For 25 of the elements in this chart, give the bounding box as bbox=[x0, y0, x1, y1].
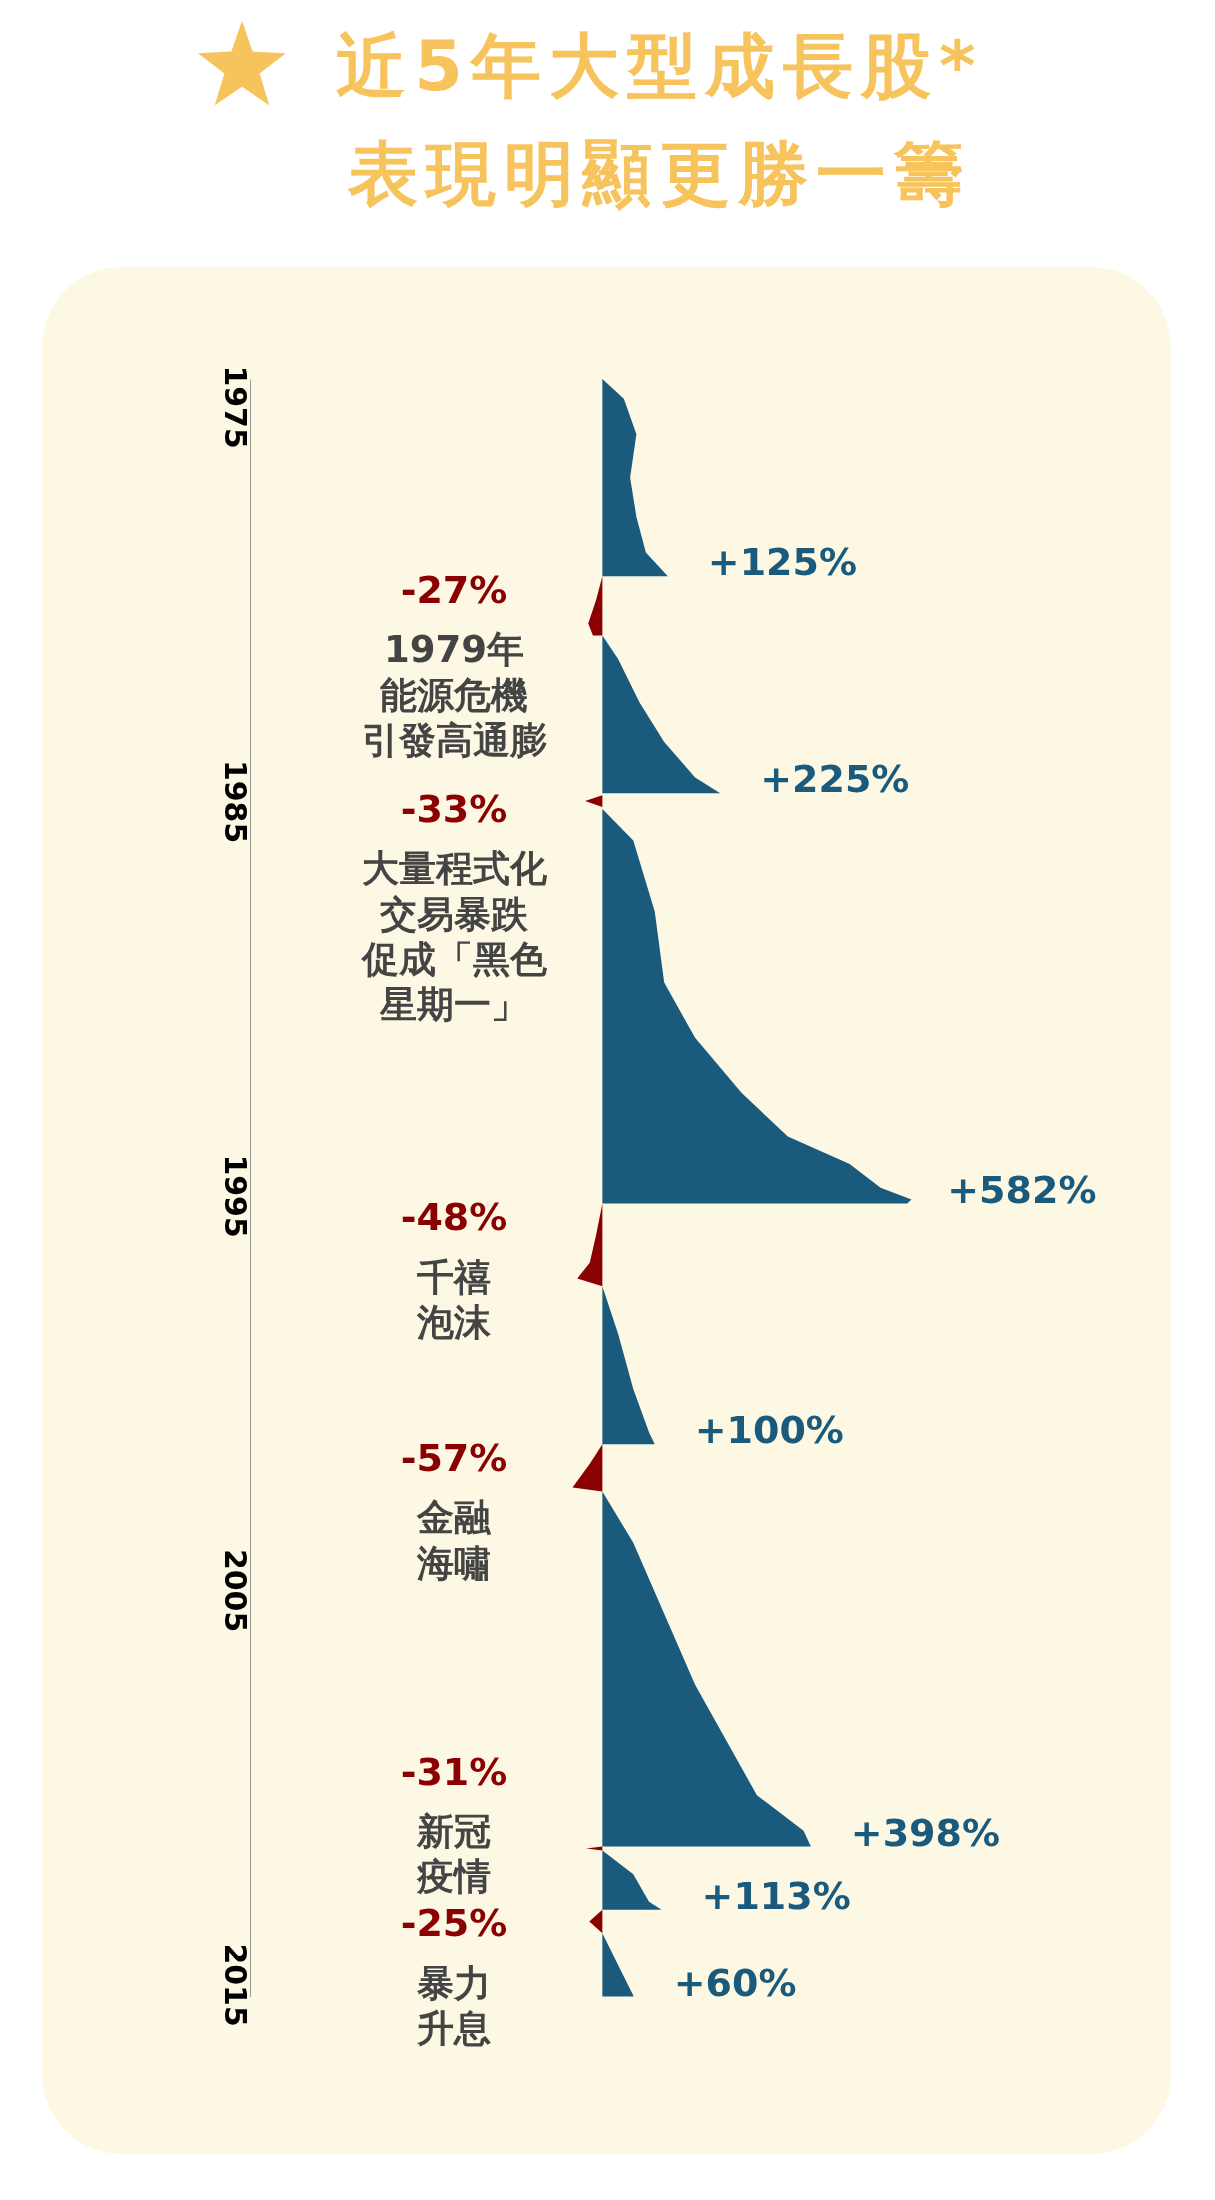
data-label: +113% bbox=[701, 1873, 851, 1918]
data-label: +225% bbox=[760, 757, 910, 802]
text: 暴力升息 bbox=[416, 1961, 491, 2051]
data-label: +100% bbox=[694, 1408, 844, 1453]
data-label: +60% bbox=[673, 1960, 797, 2005]
data-label: -27% bbox=[400, 568, 508, 613]
y-tick-label: 1985 bbox=[217, 759, 253, 844]
data-label: +398% bbox=[850, 1810, 1001, 1855]
text: 金融海嘯 bbox=[416, 1496, 492, 1585]
data-label: +125% bbox=[707, 540, 858, 585]
data-label: +582% bbox=[947, 1167, 1097, 1212]
text: 新冠疫情 bbox=[416, 1809, 491, 1899]
text: 千禧泡沫 bbox=[416, 1255, 492, 1345]
y-tick-label: 1995 bbox=[217, 1154, 253, 1238]
y-tick-label: 2005 bbox=[217, 1548, 253, 1633]
text: 1979年能源危機引發高通膨 bbox=[361, 628, 547, 763]
data-label: -25% bbox=[400, 1901, 508, 1946]
data-label: -48% bbox=[400, 1195, 508, 1240]
data-label: -31% bbox=[400, 1749, 508, 1794]
data-label: -33% bbox=[400, 786, 508, 831]
y-tick-label: 2015 bbox=[217, 1943, 253, 2027]
chart-title: 近5年大型成長股* 表現明顯更勝一籌 bbox=[335, 24, 985, 217]
y-tick-label: 1975 bbox=[217, 365, 253, 449]
text: 大量程式化交易暴跌促成「黑色星期一」 bbox=[359, 847, 548, 1027]
data-label: -57% bbox=[400, 1435, 508, 1480]
